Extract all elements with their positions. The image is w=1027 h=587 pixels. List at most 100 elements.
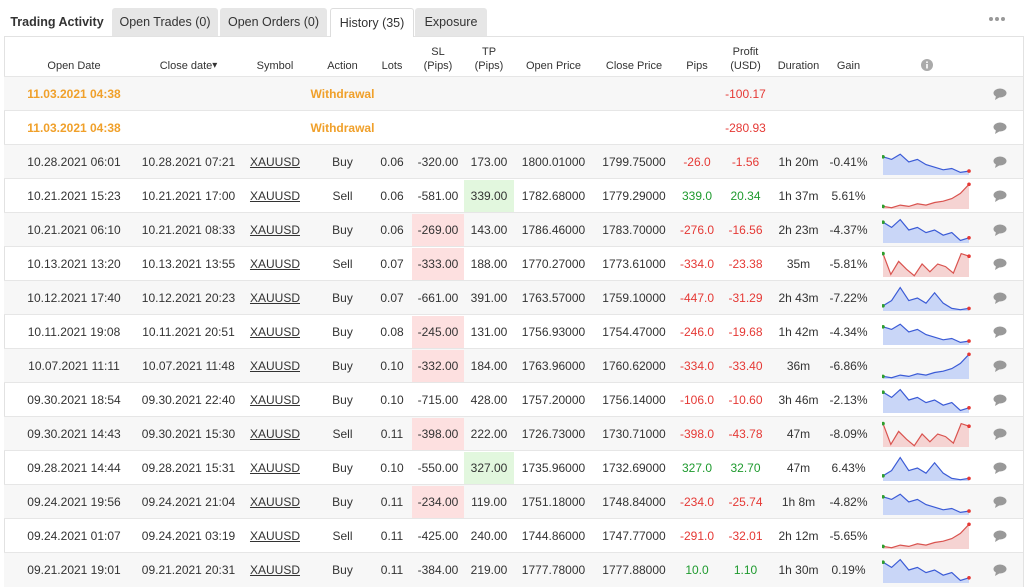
symbol[interactable]: XAUUSD: [249, 155, 300, 169]
comment-icon[interactable]: [993, 88, 1007, 100]
comment-icon[interactable]: [993, 156, 1007, 168]
comment-icon[interactable]: [993, 224, 1007, 236]
open-price: 1786.46000: [521, 223, 586, 237]
gain: -5.65%: [829, 529, 868, 543]
action: Buy: [332, 393, 353, 407]
sl: -234.00: [412, 486, 464, 518]
close-price: 1760.62000: [602, 359, 666, 373]
column-header[interactable]: Open Price: [525, 60, 582, 72]
trade-row: 10.21.2021 15:23 10.21.2021 17:00 XAUUSD Se…: [4, 178, 1023, 213]
tp: 219.00: [470, 563, 508, 577]
open-date: 09.28.2021 14:44: [27, 461, 121, 475]
symbol[interactable]: XAUUSD: [249, 495, 300, 509]
comment-icon[interactable]: [993, 496, 1007, 508]
tp: 339.00: [464, 180, 514, 212]
column-header[interactable]: Action: [327, 60, 358, 72]
column-header[interactable]: Close date: [140, 37, 237, 77]
tp: 428.00: [470, 393, 508, 407]
trade-row: 11.03.2021 04:38 Withdrawal -100.17: [4, 76, 1023, 111]
trade-row: 09.28.2021 14:44 09.28.2021 15:31 XAUUSD Bu…: [4, 450, 1023, 485]
open-price: 1763.57000: [521, 291, 586, 305]
pips: 10.0: [685, 563, 709, 577]
symbol[interactable]: XAUUSD: [249, 563, 300, 577]
tab[interactable]: Open Orders (0): [220, 8, 327, 36]
column-header[interactable]: Close Price: [605, 60, 663, 72]
tp: 222.00: [470, 427, 508, 441]
open-date: 10.13.2021 13:20: [27, 257, 121, 271]
column-header[interactable]: Symbol: [256, 60, 294, 72]
column-header[interactable]: Lots: [381, 60, 403, 72]
open-date: 10.12.2021 17:40: [27, 291, 121, 305]
column-header[interactable]: SL (Pips): [423, 46, 453, 72]
column-header[interactable]: Duration: [777, 60, 820, 72]
close-date: 10.21.2021 17:00: [141, 189, 236, 203]
profit: -31.29: [728, 291, 763, 305]
action: Buy: [332, 461, 353, 475]
tp: 119.00: [471, 495, 507, 509]
symbol[interactable]: XAUUSD: [249, 427, 300, 441]
symbol[interactable]: XAUUSD: [249, 393, 300, 407]
comment-icon[interactable]: [993, 258, 1007, 270]
close-price: 1759.10000: [602, 291, 666, 305]
symbol[interactable]: XAUUSD: [249, 461, 300, 475]
trade-row: 09.30.2021 18:54 09.30.2021 22:40 XAUUSD Bu…: [4, 382, 1023, 417]
comment-icon[interactable]: [993, 428, 1007, 440]
symbol[interactable]: XAUUSD: [249, 359, 300, 373]
pips: -447.0: [679, 291, 715, 305]
comment-icon[interactable]: [993, 122, 1007, 134]
tp: 143.00: [470, 223, 508, 237]
symbol[interactable]: XAUUSD: [249, 325, 300, 339]
lots: 0.11: [380, 529, 404, 543]
close-date: 09.28.2021 15:31: [141, 461, 236, 475]
gain: -7.22%: [829, 291, 868, 305]
pips: -106.0: [679, 393, 715, 407]
symbol[interactable]: XAUUSD: [249, 223, 300, 237]
close-price: 1748.84000: [602, 495, 666, 509]
sl: -715.00: [417, 393, 459, 407]
symbol[interactable]: XAUUSD: [249, 189, 300, 203]
column-header[interactable]: TP (Pips): [474, 46, 504, 72]
comment-icon[interactable]: [993, 360, 1007, 372]
comment-icon[interactable]: [993, 564, 1007, 576]
tab[interactable]: Open Trades (0): [112, 8, 218, 36]
action: Buy: [332, 495, 353, 509]
close-date: 10.07.2021 11:48: [142, 359, 235, 373]
comment-icon[interactable]: [993, 462, 1007, 474]
comment-icon[interactable]: [993, 394, 1007, 406]
close-date: 10.28.2021 07:21: [141, 155, 236, 169]
open-date: 10.07.2021 11:11: [28, 359, 120, 373]
duration: 1h 37m: [778, 189, 819, 203]
column-header[interactable]: Profit (USD): [730, 46, 761, 72]
duration: 2h 43m: [778, 291, 819, 305]
tab[interactable]: History (35): [330, 8, 414, 37]
gain: -4.34%: [829, 325, 868, 339]
duration: 1h 8m: [781, 495, 816, 509]
symbol[interactable]: XAUUSD: [249, 529, 300, 543]
comment-icon[interactable]: [993, 190, 1007, 202]
info-icon[interactable]: [921, 59, 933, 71]
duration: 1h 42m: [778, 325, 819, 339]
comment-icon[interactable]: [993, 530, 1007, 542]
more-menu-icon[interactable]: [988, 14, 1008, 24]
close-price: 1754.47000: [602, 325, 666, 339]
trade-row: 10.11.2021 19:08 10.11.2021 20:51 XAUUSD Bu…: [4, 314, 1023, 349]
comment-icon[interactable]: [993, 292, 1007, 304]
comment-icon[interactable]: [993, 326, 1007, 338]
duration: 3h 46m: [778, 393, 819, 407]
close-price: 1730.71000: [602, 427, 666, 441]
column-header[interactable]: Open Date: [47, 60, 101, 72]
profit: -25.74: [728, 495, 763, 509]
symbol[interactable]: XAUUSD: [249, 257, 300, 271]
profit: -100.17: [725, 87, 766, 101]
column-header[interactable]: Gain: [836, 60, 861, 72]
tp: 184.00: [470, 359, 508, 373]
pips: -334.0: [679, 359, 715, 373]
action: Buy: [332, 223, 353, 237]
tab[interactable]: Exposure: [415, 8, 487, 36]
symbol[interactable]: XAUUSD: [249, 291, 300, 305]
lots: 0.06: [380, 155, 404, 169]
column-header[interactable]: Pips: [686, 60, 708, 72]
open-price: 1770.27000: [521, 257, 586, 271]
open-price: 1800.01000: [521, 155, 586, 169]
open-date: 10.11.2021 19:08: [27, 325, 121, 339]
